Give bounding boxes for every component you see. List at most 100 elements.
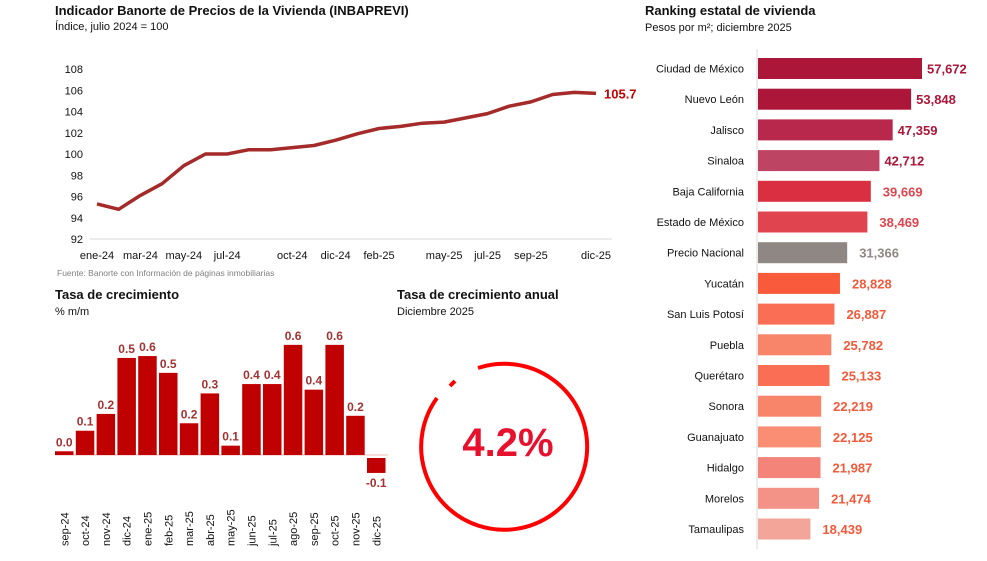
growth-data-label: 0.5	[160, 357, 177, 371]
y-tick-label: 102	[65, 128, 83, 140]
x-tick-label: sep-25	[514, 250, 548, 262]
growth-data-label: 0.4	[306, 374, 323, 388]
month-tick-label: mar-25	[184, 511, 196, 546]
month-tick-label: dic-24	[122, 516, 134, 546]
annual-growth-subtitle: Diciembre 2025	[397, 306, 475, 318]
x-tick-label: ene-24	[80, 250, 114, 262]
growth-data-label: 0.3	[202, 377, 219, 391]
state-bar	[758, 272, 840, 294]
month-tick-label: dic-25	[371, 516, 383, 546]
y-tick-label: 108	[65, 64, 83, 76]
state-bar	[758, 242, 848, 264]
growth-bar	[55, 451, 74, 455]
growth-bar	[179, 423, 199, 455]
state-bar	[758, 303, 835, 325]
month-tick-label: feb-25	[163, 515, 175, 546]
growth-data-label: 0.2	[347, 400, 364, 414]
source-note: Fuente: Banorte con Información de págin…	[57, 268, 275, 278]
growth-bar	[283, 344, 303, 455]
state-bar	[758, 88, 912, 110]
state-bar	[758, 180, 871, 202]
x-tick-label: jul-25	[473, 250, 501, 262]
ranking-subtitle: Pesos por m²; diciembre 2025	[645, 22, 792, 34]
growth-data-label: 0.6	[326, 329, 343, 343]
month-tick-label: oct-24	[80, 515, 92, 546]
inbaprevi-line-chart: 92 94 96 98 100 102 104 106 108 ene-24 mar-24 may-2…	[65, 64, 637, 262]
state-value-label: 22,125	[833, 430, 873, 445]
state-bar	[758, 334, 832, 356]
annual-growth-title: Tasa de crecimiento anual	[397, 287, 559, 302]
state-label: Hidalgo	[707, 463, 744, 475]
y-tick-label: 92	[71, 234, 83, 246]
state-value-label: 31,366	[859, 246, 899, 261]
line-chart-title: Indicador Banorte de Precios de la Vivie…	[55, 3, 409, 18]
state-value-label: 57,672	[927, 62, 967, 77]
growth-data-label: 0.6	[139, 340, 156, 354]
ring-arc	[419, 361, 590, 532]
state-bar	[758, 457, 821, 479]
state-value-label: 26,887	[846, 307, 886, 322]
state-value-label: 18,439	[822, 522, 862, 537]
month-tick-label: oct-25	[330, 515, 342, 546]
state-label: Sonora	[709, 401, 745, 413]
growth-data-label: 0.1	[222, 430, 239, 444]
y-tick-label: 96	[71, 192, 83, 204]
index-series-line	[96, 90, 597, 212]
state-value-label: 21,987	[833, 461, 873, 476]
growth-data-label: 0.2	[98, 398, 115, 412]
state-label: Querétaro	[694, 371, 744, 383]
state-ranking-bar-chart: Ciudad de México 57,672 Nuevo León 53,848 Ja…	[656, 49, 967, 549]
state-bar	[758, 395, 822, 417]
y-tick-label: 98	[71, 170, 83, 182]
x-tick-label: dic-25	[581, 250, 611, 262]
month-tick-label: nov-25	[350, 512, 362, 546]
x-tick-label: jul-24	[213, 250, 241, 262]
state-bar	[758, 487, 820, 509]
growth-bar	[75, 430, 95, 455]
growth-bar	[200, 393, 220, 455]
x-tick-label: dic-24	[321, 250, 351, 262]
state-value-label: 21,474	[831, 491, 872, 506]
growth-bar	[242, 384, 261, 455]
annual-growth-ring: 4.2%	[419, 361, 590, 532]
growth-data-label: -0.1	[366, 476, 387, 490]
state-value-label: 42,712	[884, 154, 924, 169]
state-label: Guanajuato	[687, 432, 744, 444]
month-tick-label: jul-25	[267, 519, 279, 547]
bar-chart-title: Tasa de crecimiento	[55, 287, 180, 302]
state-bar	[758, 58, 922, 79]
x-tick-label: may-24	[165, 250, 202, 262]
growth-data-label: 0.1	[77, 415, 94, 429]
ring-dash	[448, 379, 457, 388]
ranking-title: Ranking estatal de vivienda	[645, 3, 816, 18]
x-tick-label: mar-24	[123, 250, 158, 262]
y-tick-label: 100	[65, 149, 83, 161]
month-tick-label: may-25	[226, 509, 238, 546]
monthly-growth-bar-chart: 0.0 sep-24 0.1 oct-24 0.2 nov-24 0.5 dic-24 0.6 e…	[55, 329, 388, 547]
bar-chart-subtitle: % m/m	[55, 306, 90, 318]
state-value-label: 22,219	[833, 399, 873, 414]
growth-bar	[304, 389, 324, 455]
month-tick-label: ene-25	[142, 512, 154, 546]
state-label: Puebla	[710, 340, 745, 352]
month-tick-label: sep-25	[309, 512, 321, 546]
growth-data-label: 0.4	[264, 368, 281, 382]
growth-data-label: 0.0	[56, 435, 73, 449]
x-tick-label: oct-24	[277, 250, 308, 262]
state-label: Sinaloa	[707, 156, 745, 168]
last-value-label: 105.7	[604, 86, 637, 101]
state-bar	[758, 365, 830, 386]
growth-bar	[367, 458, 386, 473]
x-tick-label: feb-25	[363, 250, 394, 262]
state-label: San Luis Potosí	[667, 309, 744, 321]
state-label: Morelos	[705, 493, 745, 505]
state-value-label: 25,782	[843, 338, 883, 353]
state-bar	[758, 211, 868, 233]
growth-bar	[346, 415, 365, 455]
state-value-label: 39,669	[883, 184, 923, 199]
growth-bar	[221, 445, 240, 455]
state-value-label: 47,359	[898, 123, 938, 138]
state-value-label: 53,848	[916, 92, 956, 107]
state-bar	[758, 119, 893, 141]
month-tick-label: nov-24	[101, 512, 113, 546]
